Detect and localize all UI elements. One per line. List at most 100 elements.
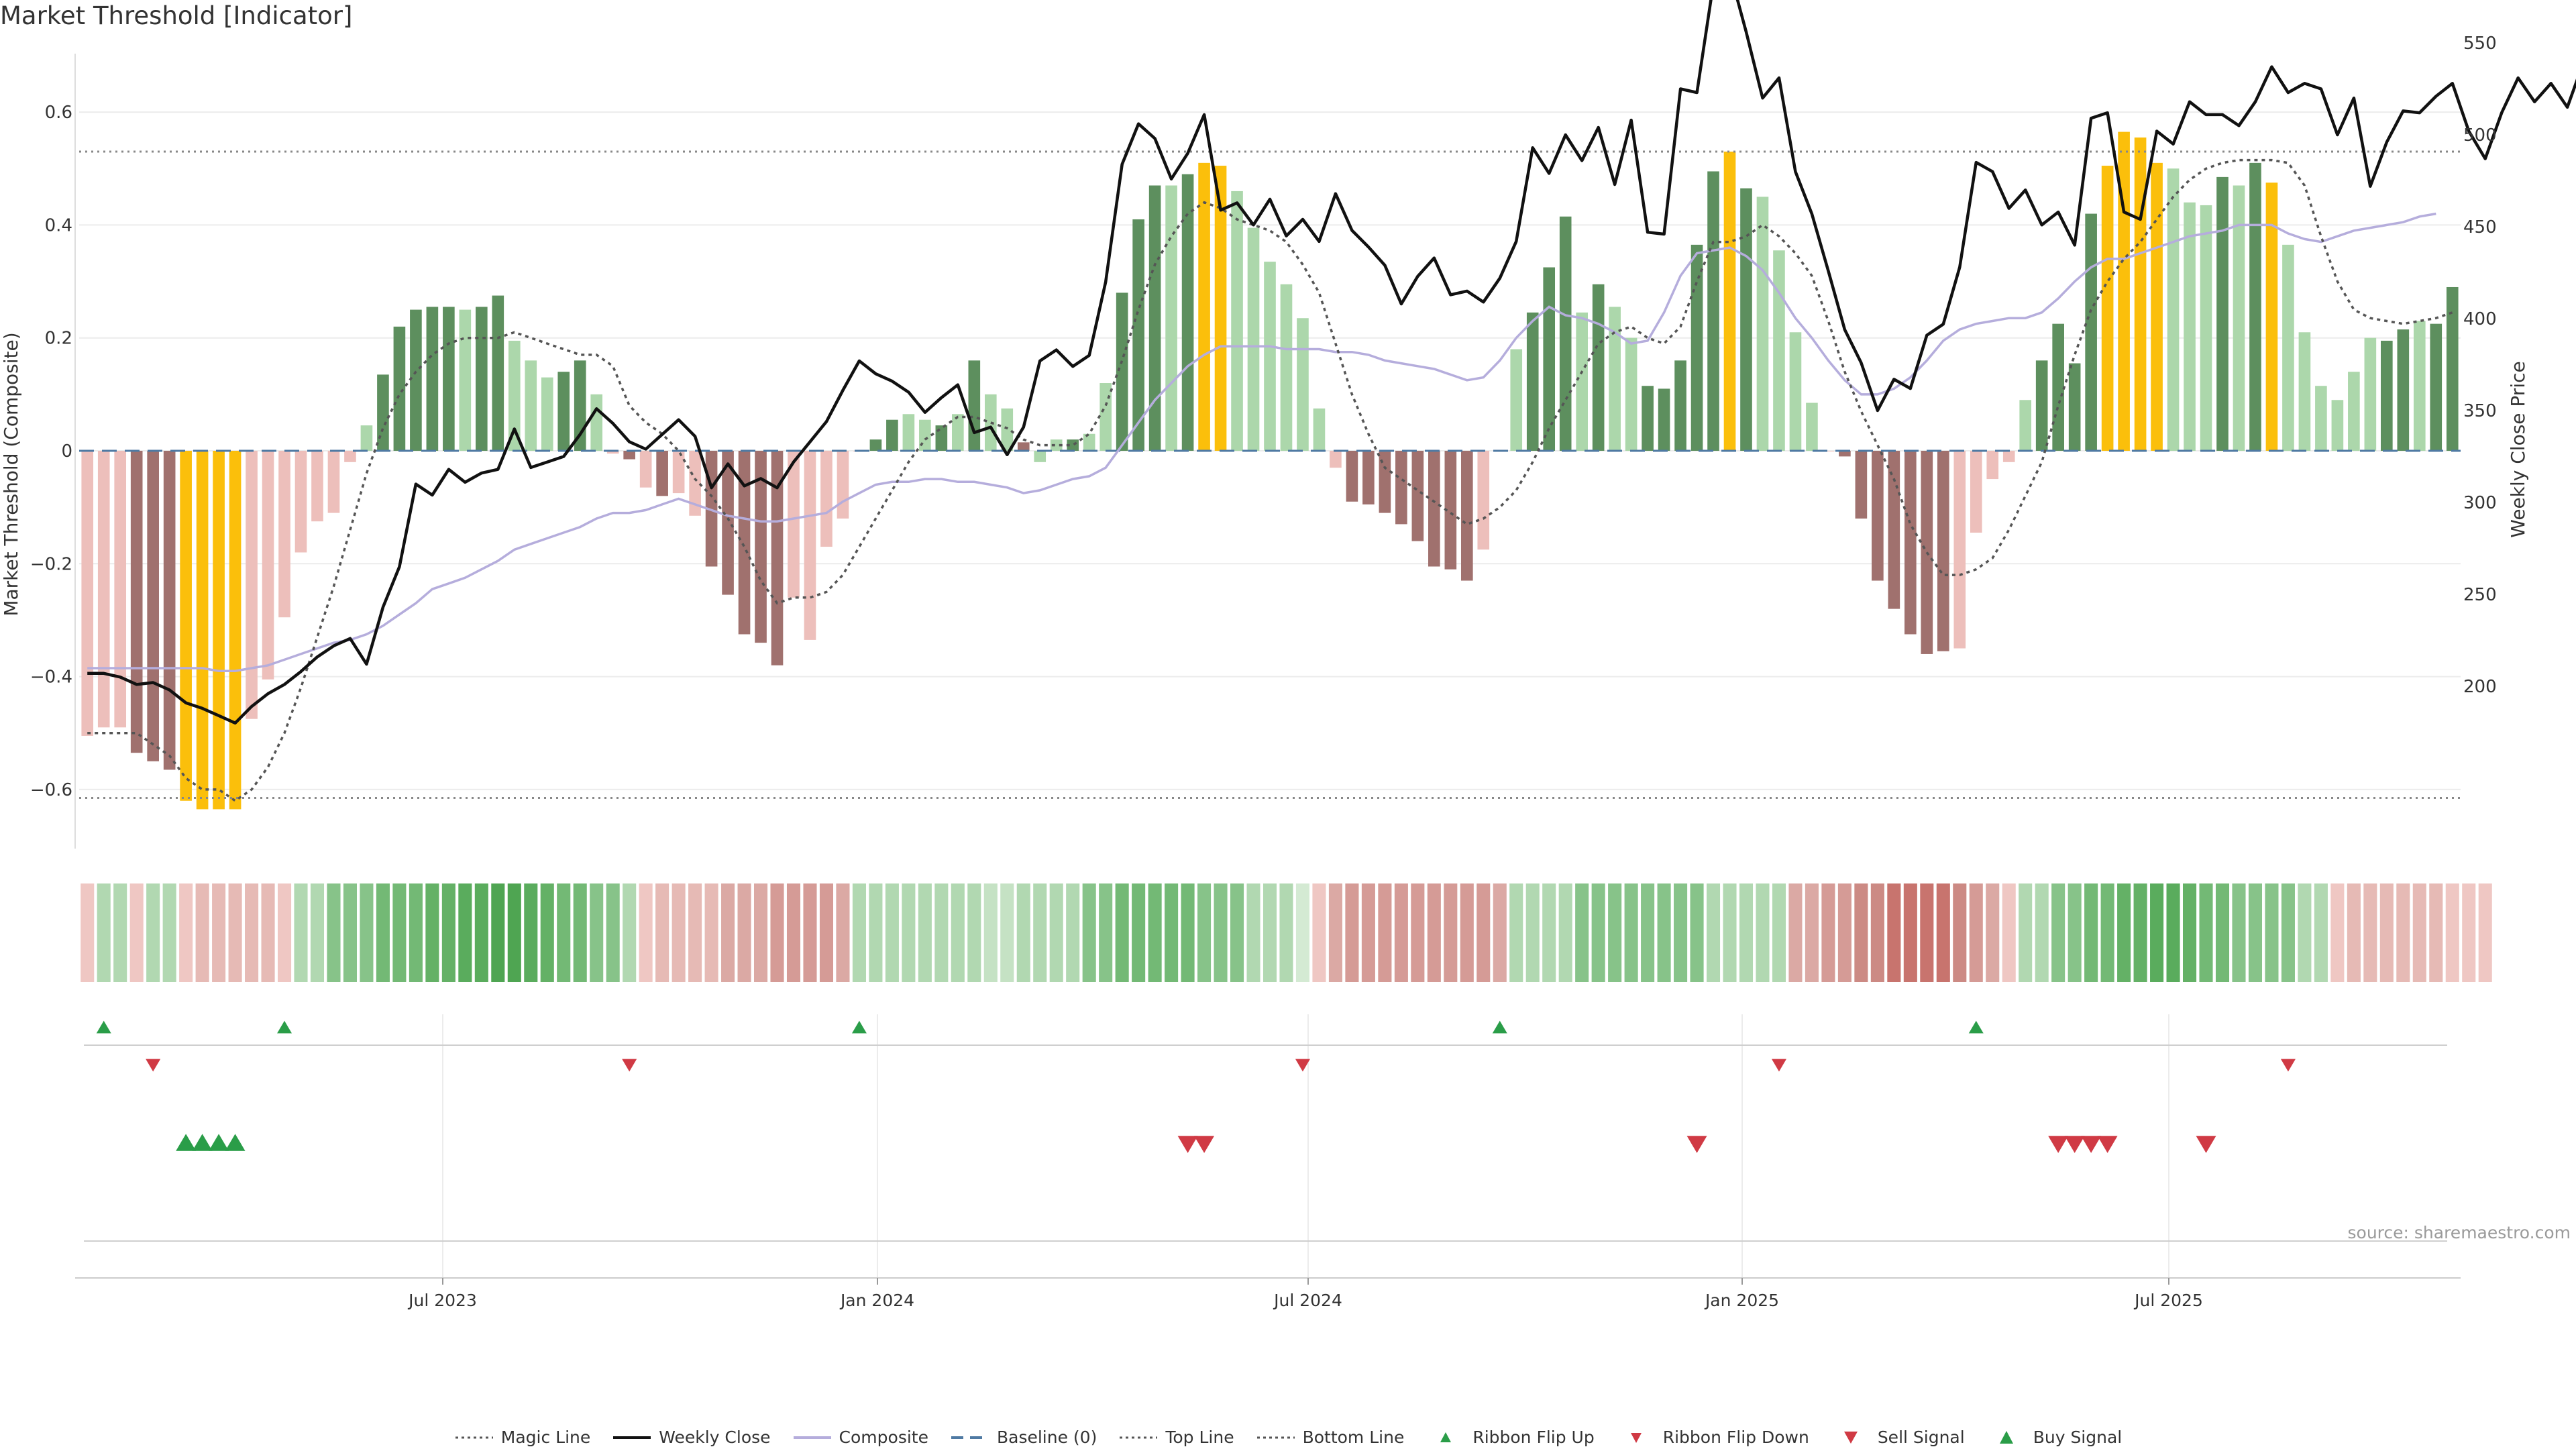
ribbon-cell [2068,883,2082,982]
composite-bar [1756,197,1769,451]
ribbon-cell [1953,883,1967,982]
ribbon-cell [1082,883,1096,982]
x-tick-label: Jan 2024 [839,1291,914,1310]
ribbon-cell [2379,883,2394,982]
ribbon-cell [1132,883,1146,982]
ribbon-cell [1427,883,1441,982]
ribbon-cell [934,883,949,982]
composite-bar [130,451,143,753]
composite-bar [1181,174,1194,451]
ribbon-cell [1214,883,1228,982]
composite-bar [1395,451,1407,525]
ribbon-cell [1066,883,1080,982]
legend-item: Baseline (0) [950,1428,1097,1447]
y2-tick-label: 400 [2463,309,2497,329]
ribbon-cell [1558,883,1572,982]
composite-bar [2118,131,2130,451]
sell-signal-marker [1686,1136,1707,1153]
ribbon-cell [1788,883,1803,982]
composite-bar [2002,451,2015,462]
ribbon-cell [2429,883,2443,982]
ribbon-cell [2166,883,2180,982]
source-note: source: sharemaestro.com [2347,1223,2571,1242]
ribbon-cell [704,883,718,982]
y-tick-label: −0.4 [30,667,72,688]
composite-bar [1148,185,1161,451]
composite-bar [2233,185,2245,451]
composite-bar [360,425,373,451]
legend-label: Magic Line [500,1428,591,1447]
composite-bar [2430,323,2443,451]
ribbon-cell [1986,883,2000,982]
ribbon-cell [1345,883,1359,982]
composite-bar [722,451,734,595]
ribbon-cell [1920,883,1934,982]
composite-bar [1559,216,1572,451]
ribbon-cell [294,883,308,982]
sell-signal-marker [2064,1136,2085,1153]
composite-bar [476,307,488,451]
composite-bar [1411,451,1424,541]
weekly-close-line [87,0,2576,725]
ribbon-cell [1837,883,1851,982]
ribbon-cell [1723,883,1737,982]
ribbon-cell [2117,883,2131,982]
signal-rows [84,1014,2447,1278]
composite-bar [1017,442,1030,451]
composite-bar [1362,451,1375,504]
ribbon-cell [1575,883,1589,982]
composite-bar [574,360,586,451]
composite-bar [1247,227,1260,451]
ribbon-cell [1870,883,1884,982]
ribbon-cell [2347,883,2361,982]
ribbon-cell [1690,883,1704,982]
x-tick-label: Jul 2025 [2133,1291,2203,1310]
composite-bar [508,340,521,451]
composite-bar [196,451,209,810]
composite-bar [443,307,455,451]
composite-bar [426,307,439,451]
legend-item: Weekly Close [612,1428,771,1447]
ribbon-cell [2265,883,2279,982]
composite-bar [1313,408,1326,451]
ribbon-cell [1411,883,1425,982]
composite-bar [81,451,94,736]
composite-bar [327,451,340,513]
composite-bar [623,451,635,460]
ribbon-cell [1821,883,1835,982]
ribbon-cell [360,883,374,982]
composite-bar [2315,386,2327,451]
down-triangle-icon [1843,1431,1858,1444]
composite-bar [2249,162,2261,451]
ribbon-cell [491,883,505,982]
ribbon-cell [474,883,488,982]
purple-line-icon [793,1436,831,1439]
ribbon-cell [1000,883,1014,982]
composite-bar [1839,451,1851,457]
ribbon-cell [1936,883,1950,982]
composite-bar [1872,451,1884,581]
legend: Magic Line Weekly Close Composite Baseline … [0,1428,2576,1449]
dotted-line-icon [455,1436,493,1438]
composite-bar [262,451,274,680]
ribbon-cell [2150,883,2164,982]
y-axis-label: Market Threshold (Composite) [0,332,22,616]
ribbon-flip-down-marker [622,1059,637,1072]
composite-bar [229,451,241,810]
ribbon-cell [1148,883,1162,982]
composite-bar [213,451,225,810]
composite-bar [1116,292,1128,451]
ribbon-cell [2462,883,2476,982]
composite-bar [2200,205,2212,451]
composite-bar [1986,451,1999,480]
ribbon-flip-up-marker [96,1020,111,1034]
up-triangle-icon [1999,1430,2013,1444]
composite-bar [1707,171,1719,451]
ribbon-cell [507,883,521,982]
ribbon-cell [1328,883,1342,982]
ribbon-cell [1756,883,1770,982]
ribbon-cell [606,883,620,982]
legend-item: Ribbon Flip Up [1426,1428,1595,1447]
legend-label: Buy Signal [2033,1428,2123,1447]
ribbon-cell [179,883,193,982]
